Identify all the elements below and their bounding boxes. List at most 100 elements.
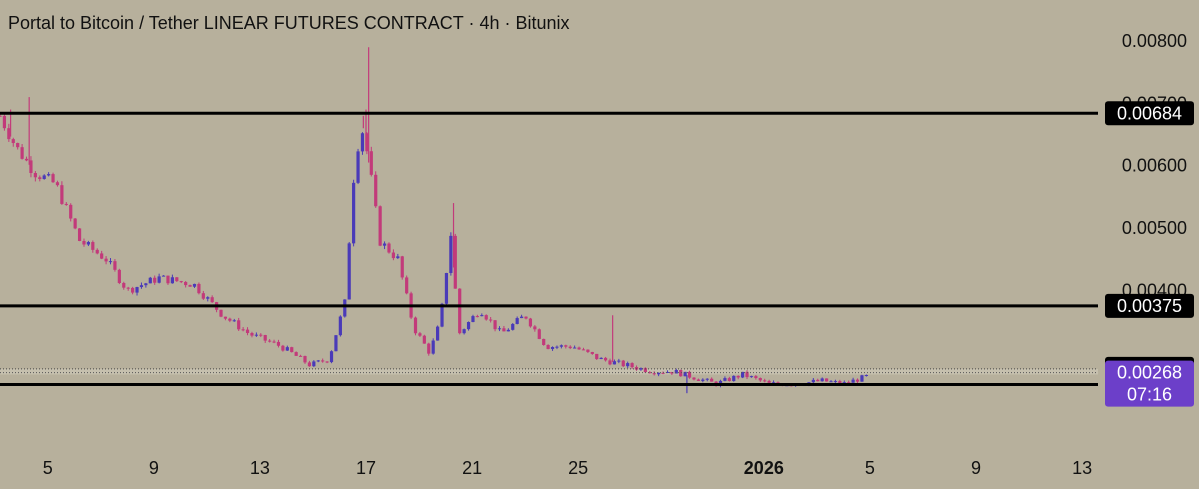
candle <box>413 316 418 336</box>
levels <box>0 111 1098 386</box>
level-label: 0.00375 <box>1105 293 1194 318</box>
candle <box>245 327 250 336</box>
candle <box>250 331 254 338</box>
candle <box>329 350 334 364</box>
candle <box>184 281 188 288</box>
x-tick-label: 9 <box>149 458 159 478</box>
candle <box>824 378 829 382</box>
candle <box>321 358 325 363</box>
x-tick-label: 13 <box>1072 458 1092 478</box>
candle <box>175 277 179 282</box>
candle <box>232 318 236 322</box>
candle <box>210 295 214 303</box>
y-tick-label: 0.00800 <box>1122 31 1187 51</box>
candle <box>741 371 745 379</box>
candle <box>360 132 365 155</box>
candle <box>285 345 289 351</box>
candle <box>458 288 462 335</box>
candle <box>117 268 121 285</box>
candle <box>77 228 82 242</box>
candle <box>47 172 51 177</box>
level-band <box>0 368 1098 375</box>
candle <box>634 365 639 371</box>
candle <box>427 342 431 356</box>
candle <box>763 378 767 383</box>
candle <box>603 356 608 362</box>
candle <box>400 255 404 280</box>
candle <box>833 379 838 383</box>
candle <box>590 351 594 355</box>
x-tick-label: 13 <box>250 458 270 478</box>
candle <box>294 351 298 356</box>
candle <box>179 280 183 284</box>
candle <box>42 174 46 180</box>
candle <box>378 205 382 247</box>
candle <box>307 360 312 367</box>
candle <box>860 374 864 382</box>
candle <box>864 374 868 377</box>
candle <box>391 249 396 261</box>
candle <box>2 113 7 131</box>
candle <box>705 378 709 382</box>
current-price-box <box>1105 360 1194 407</box>
candle <box>687 370 692 379</box>
candle <box>692 377 696 381</box>
candle <box>148 276 152 284</box>
candle <box>771 380 776 384</box>
candle <box>608 358 612 366</box>
candle <box>736 375 740 380</box>
candle <box>493 320 497 332</box>
candle <box>758 377 762 382</box>
candle <box>95 248 99 255</box>
candle <box>276 339 281 348</box>
candle <box>24 156 29 162</box>
candle <box>422 334 426 344</box>
candle <box>519 314 524 319</box>
candle <box>749 375 754 378</box>
candle <box>254 332 258 337</box>
candle <box>816 378 820 382</box>
candle <box>356 148 360 185</box>
candle <box>73 218 77 230</box>
candle <box>290 346 294 353</box>
candle <box>444 272 449 305</box>
chart-title: Portal to Bitcoin / Tether LINEAR FUTURE… <box>8 13 570 33</box>
candle <box>727 376 731 382</box>
candle <box>365 132 369 155</box>
candle <box>550 346 555 351</box>
candle <box>745 370 749 380</box>
candle <box>732 375 736 382</box>
candle <box>298 354 303 357</box>
candle <box>347 241 351 300</box>
svg-text:0.00375: 0.00375 <box>1117 296 1182 316</box>
candle <box>268 339 272 343</box>
candle <box>586 349 590 354</box>
candle <box>170 274 174 284</box>
x-tick-label: 17 <box>356 458 376 478</box>
candle <box>334 335 338 352</box>
candle <box>418 331 422 337</box>
candle <box>166 275 170 285</box>
candle <box>855 378 860 384</box>
candle <box>723 376 727 382</box>
candle <box>820 377 824 382</box>
candle <box>665 370 670 374</box>
candle <box>188 284 192 287</box>
candle <box>64 202 68 206</box>
candle <box>263 334 267 343</box>
candle <box>471 314 475 323</box>
candle <box>497 326 502 332</box>
candle <box>135 286 139 296</box>
candle <box>511 323 515 331</box>
candle <box>387 242 391 254</box>
candle <box>648 371 652 374</box>
candle <box>126 286 130 291</box>
candle <box>82 238 86 247</box>
candle <box>272 339 276 344</box>
candle <box>564 344 568 349</box>
candle <box>546 344 550 350</box>
candle <box>55 180 60 187</box>
